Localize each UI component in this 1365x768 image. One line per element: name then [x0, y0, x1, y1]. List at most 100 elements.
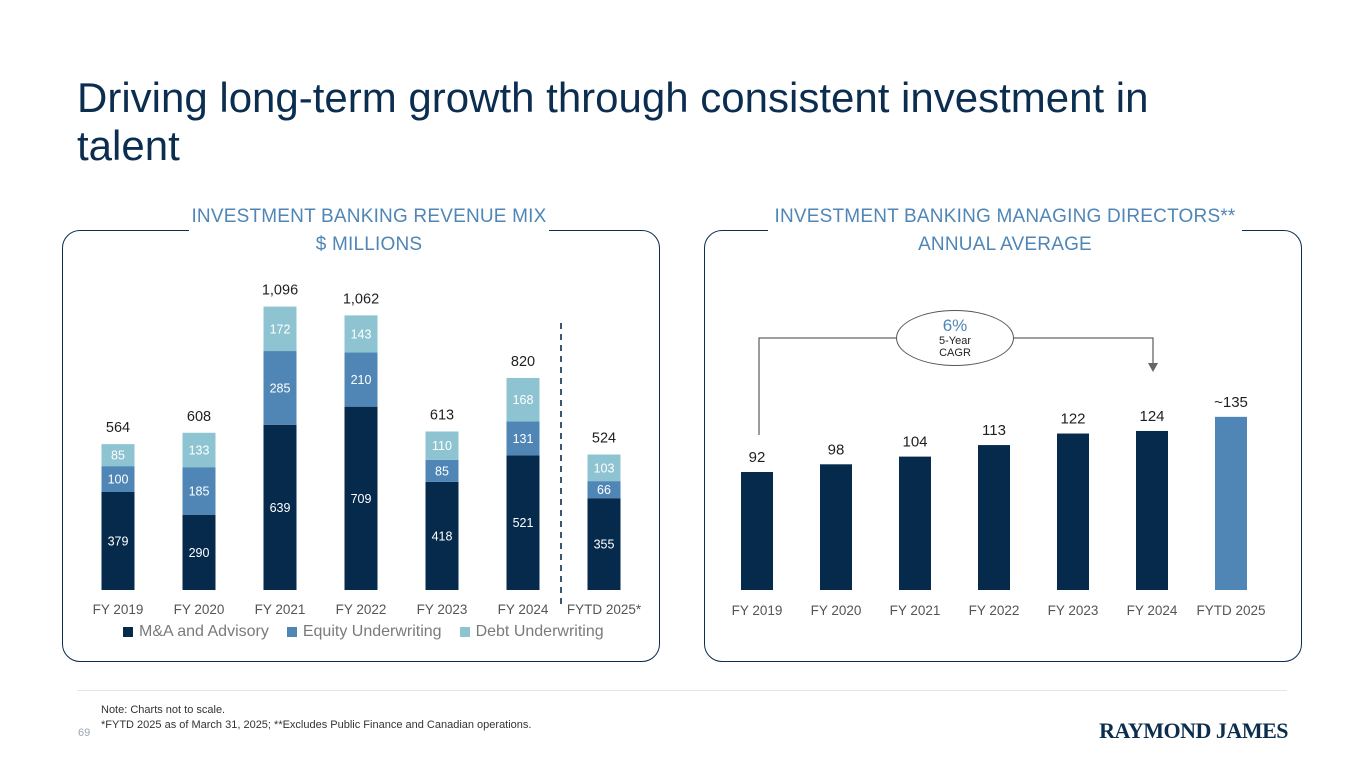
bar-segment-label-1-1: 185	[189, 485, 210, 499]
bar-segment-1-6	[587, 481, 621, 499]
md-x-tick-label-0: FY 2019	[732, 603, 783, 618]
footnote-line1: Note: Charts not to scale.	[101, 704, 226, 716]
md-bar-1	[820, 464, 852, 590]
bar-total-label-4: 613	[430, 407, 454, 423]
cagr-label-line1: 5-Year	[938, 335, 971, 347]
bar-segment-2-5	[506, 377, 540, 422]
bar-segment-0-0	[101, 491, 135, 590]
legend-item-debt: Debt Underwriting	[459, 623, 604, 641]
bar-segment-0-4	[425, 481, 459, 590]
managing-directors-heading-line1: INVESTMENT BANKING MANAGING DIRECTORS**	[774, 206, 1236, 227]
legend-label-ma: M&A and Advisory	[139, 623, 269, 640]
bar-segment-label-0-0: 379	[108, 534, 129, 548]
bar-segment-label-1-6: 66	[597, 483, 611, 497]
md-value-label-5: 124	[1139, 408, 1164, 425]
bar-segment-0-2	[263, 424, 297, 590]
cagr-value: 6%	[942, 316, 968, 335]
md-bar-6	[1215, 416, 1247, 590]
revenue-mix-heading-line2: $ MILLIONS	[315, 234, 423, 255]
x-tick-label-5: FY 2024	[498, 602, 549, 617]
footnotes: Note: Charts not to scale. *FYTD 2025 as…	[101, 703, 531, 733]
bar-segment-label-2-5: 168	[513, 393, 534, 407]
raymond-james-logo: RAYMOND JAMES	[1099, 718, 1288, 743]
bar-total-label-1: 608	[187, 409, 211, 425]
page-title: Driving long-term growth through consist…	[77, 74, 1149, 169]
bar-segment-label-0-1: 290	[189, 546, 210, 560]
bar-segment-label-0-5: 521	[513, 516, 534, 530]
bar-segment-label-2-2: 172	[270, 322, 291, 336]
legend-swatch-ma	[123, 627, 133, 637]
footnote-line2: *FYTD 2025 as of March 31, 2025; **Exclu…	[101, 719, 532, 731]
bar-total-label-5: 820	[511, 354, 535, 370]
bar-segment-1-2	[263, 351, 297, 425]
bar-segment-1-0	[101, 466, 135, 492]
md-x-tick-label-2: FY 2021	[890, 603, 941, 618]
md-bar-2	[899, 456, 931, 590]
managing-directors-heading-line2: ANNUAL AVERAGE	[918, 234, 1092, 255]
md-bar-0	[741, 472, 773, 590]
revenue-legend: M&A and Advisory Equity Underwriting Deb…	[123, 623, 604, 641]
bar-segment-2-6	[587, 454, 621, 482]
md-value-label-1: 98	[828, 441, 845, 458]
bar-segment-2-0	[101, 444, 135, 467]
bar-segment-0-3	[344, 406, 378, 590]
footer-divider	[77, 690, 1287, 691]
md-x-tick-label-3: FY 2022	[969, 603, 1020, 618]
bar-segment-label-1-2: 285	[270, 381, 291, 395]
bar-segment-2-2	[263, 306, 297, 352]
md-x-tick-label-1: FY 2020	[811, 603, 862, 618]
legend-swatch-debt	[459, 627, 470, 637]
bar-segment-label-1-5: 131	[513, 432, 534, 446]
cagr-bracket-left	[758, 337, 897, 435]
bar-segment-1-4	[425, 459, 459, 482]
x-tick-label-6: FYTD 2025*	[567, 602, 642, 617]
bar-segment-label-2-1: 133	[189, 443, 210, 457]
md-value-label-3: 113	[982, 422, 1006, 439]
bar-segment-label-2-4: 110	[432, 439, 452, 453]
bar-total-label-3: 1,062	[343, 291, 379, 307]
x-tick-label-0: FY 2019	[93, 602, 144, 617]
md-value-label-2: 104	[902, 434, 927, 451]
cagr-arrow-icon	[1148, 363, 1158, 372]
legend-item-ma: M&A and Advisory	[123, 623, 269, 641]
md-x-tick-label-5: FY 2024	[1127, 603, 1178, 618]
md-x-tick-label-6: FYTD 2025	[1196, 603, 1265, 618]
bar-segment-label-0-3: 709	[351, 492, 372, 506]
bar-segment-label-0-2: 639	[270, 501, 291, 515]
bar-segment-label-0-4: 418	[432, 529, 453, 543]
bar-segment-label-2-0: 85	[111, 449, 125, 463]
x-tick-label-2: FY 2021	[255, 602, 306, 617]
x-tick-label-3: FY 2022	[336, 602, 387, 617]
bar-segment-label-2-6: 103	[594, 461, 615, 475]
bar-segment-0-6	[587, 498, 621, 590]
bar-segment-label-1-3: 210	[351, 373, 372, 387]
bar-segment-label-1-4: 85	[435, 464, 449, 478]
md-bar-4	[1057, 433, 1089, 590]
bar-total-label-6: 524	[592, 430, 616, 446]
md-x-tick-label-4: FY 2023	[1048, 603, 1099, 618]
md-value-label-4: 122	[1060, 411, 1085, 428]
md-bar-3	[978, 445, 1010, 590]
bar-total-label-2: 1,096	[262, 283, 298, 299]
revenue-mix-heading: INVESTMENT BANKING REVENUE MIX $ MILLION…	[189, 203, 549, 259]
bar-segment-label-2-3: 143	[351, 327, 372, 341]
page-number: 69	[78, 727, 91, 739]
cagr-label-line2: CAGR	[939, 347, 971, 359]
bar-total-label-0: 564	[106, 420, 130, 436]
legend-swatch-equity	[286, 627, 297, 637]
bar-segment-2-4	[425, 431, 459, 460]
x-tick-label-4: FY 2023	[417, 602, 468, 617]
bar-segment-0-5	[506, 455, 540, 590]
legend-label-equity: Equity Underwriting	[302, 623, 442, 640]
bar-segment-0-1	[182, 515, 216, 590]
revenue-mix-heading-line1: INVESTMENT BANKING REVENUE MIX	[191, 206, 547, 227]
managing-directors-heading: INVESTMENT BANKING MANAGING DIRECTORS** …	[768, 203, 1242, 259]
bar-segment-1-1	[182, 467, 216, 516]
bar-segment-label-1-0: 100	[108, 473, 129, 487]
cagr-annotation: 6% 5-Year CAGR	[896, 310, 1014, 366]
cagr-bracket-right	[1013, 337, 1154, 364]
x-tick-label-1: FY 2020	[174, 602, 225, 617]
bar-segment-1-5	[506, 421, 540, 456]
md-bar-5	[1136, 430, 1168, 590]
